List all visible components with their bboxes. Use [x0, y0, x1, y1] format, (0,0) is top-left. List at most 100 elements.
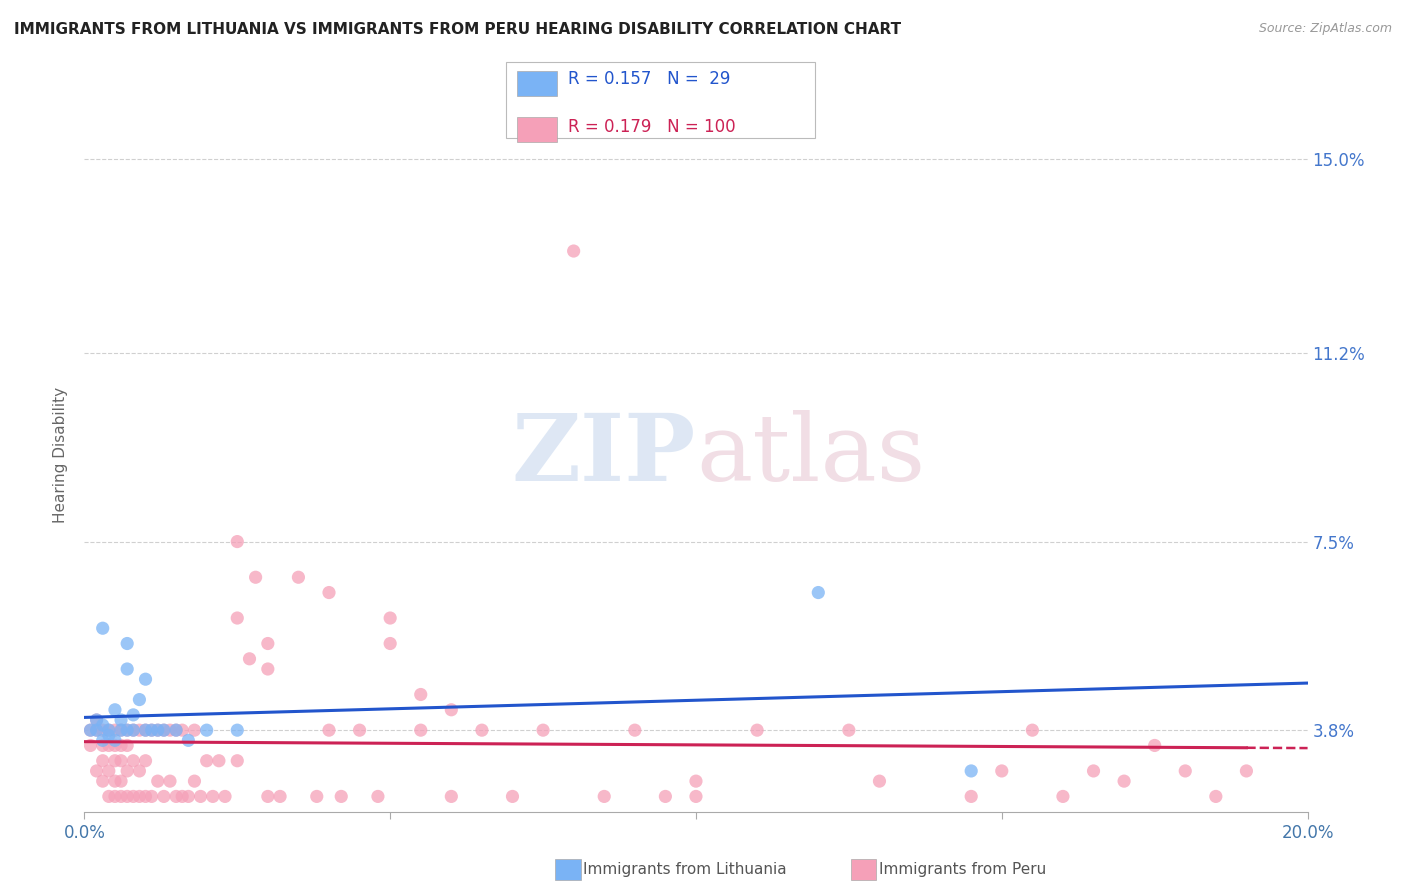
Point	[115, 636, 138, 650]
Point	[440, 703, 463, 717]
Point	[380, 611, 402, 625]
Point	[747, 723, 769, 738]
Point	[257, 789, 280, 804]
Point	[115, 789, 138, 804]
Point	[172, 789, 194, 804]
Point	[141, 723, 163, 738]
Point	[380, 636, 402, 650]
Point	[159, 723, 181, 738]
Point	[1236, 764, 1258, 778]
Point	[502, 789, 524, 804]
Point	[86, 713, 108, 727]
Point	[1114, 774, 1136, 789]
Point	[318, 723, 340, 738]
Point	[135, 723, 157, 738]
Point	[122, 789, 145, 804]
Point	[330, 789, 353, 804]
Point	[257, 636, 280, 650]
Point	[79, 723, 101, 738]
Point	[440, 789, 463, 804]
Point	[122, 723, 145, 738]
Point	[226, 723, 249, 738]
Point	[91, 733, 114, 747]
Point	[110, 789, 132, 804]
Point	[104, 733, 127, 747]
Point	[245, 570, 267, 584]
Point	[208, 754, 231, 768]
Point	[97, 723, 120, 738]
Point	[86, 764, 108, 778]
Point	[226, 611, 249, 625]
Point	[104, 754, 127, 768]
Point	[409, 723, 432, 738]
Point	[91, 723, 114, 738]
Point	[91, 621, 114, 635]
Point	[115, 764, 138, 778]
Point	[86, 723, 108, 738]
Point	[349, 723, 371, 738]
Text: R = 0.157   N =  29: R = 0.157 N = 29	[568, 70, 730, 87]
Point	[195, 754, 218, 768]
Point	[110, 713, 132, 727]
Point	[135, 672, 157, 686]
Point	[128, 764, 150, 778]
Point	[146, 723, 169, 738]
Point	[1143, 739, 1166, 753]
Point	[110, 774, 132, 789]
Point	[115, 662, 138, 676]
Point	[1083, 764, 1105, 778]
Point	[104, 703, 127, 717]
Point	[471, 723, 494, 738]
Point	[183, 774, 205, 789]
Point	[531, 723, 554, 738]
Point	[79, 739, 101, 753]
Point	[135, 789, 157, 804]
Point	[562, 244, 585, 258]
Y-axis label: Hearing Disability: Hearing Disability	[53, 387, 69, 523]
Point	[226, 754, 249, 768]
Point	[146, 723, 169, 738]
Point	[146, 774, 169, 789]
Point	[135, 754, 157, 768]
Point	[122, 723, 145, 738]
Point	[91, 718, 114, 732]
Text: Immigrants from Lithuania: Immigrants from Lithuania	[583, 863, 787, 877]
Point	[165, 723, 187, 738]
Point	[91, 754, 114, 768]
Point	[128, 789, 150, 804]
Point	[115, 739, 138, 753]
Point	[97, 789, 120, 804]
Point	[135, 723, 157, 738]
Point	[97, 764, 120, 778]
Point	[869, 774, 891, 789]
Point	[593, 789, 616, 804]
Point	[1052, 789, 1074, 804]
Text: ZIP: ZIP	[512, 410, 696, 500]
Point	[287, 570, 309, 584]
Point	[79, 723, 101, 738]
Point	[128, 723, 150, 738]
Point	[269, 789, 291, 804]
Text: IMMIGRANTS FROM LITHUANIA VS IMMIGRANTS FROM PERU HEARING DISABILITY CORRELATION: IMMIGRANTS FROM LITHUANIA VS IMMIGRANTS …	[14, 22, 901, 37]
Point	[110, 723, 132, 738]
Point	[104, 774, 127, 789]
Point	[960, 789, 983, 804]
Point	[104, 739, 127, 753]
Point	[97, 723, 120, 738]
Point	[172, 723, 194, 738]
Point	[110, 754, 132, 768]
Point	[86, 723, 108, 738]
Point	[115, 723, 138, 738]
Point	[807, 585, 830, 599]
Point	[1174, 764, 1197, 778]
Point	[685, 789, 707, 804]
Point	[226, 534, 249, 549]
Point	[104, 789, 127, 804]
Point	[86, 713, 108, 727]
Point	[367, 789, 389, 804]
Point	[110, 739, 132, 753]
Point	[195, 723, 218, 738]
Point	[177, 733, 200, 747]
Point	[91, 774, 114, 789]
Point	[305, 789, 328, 804]
